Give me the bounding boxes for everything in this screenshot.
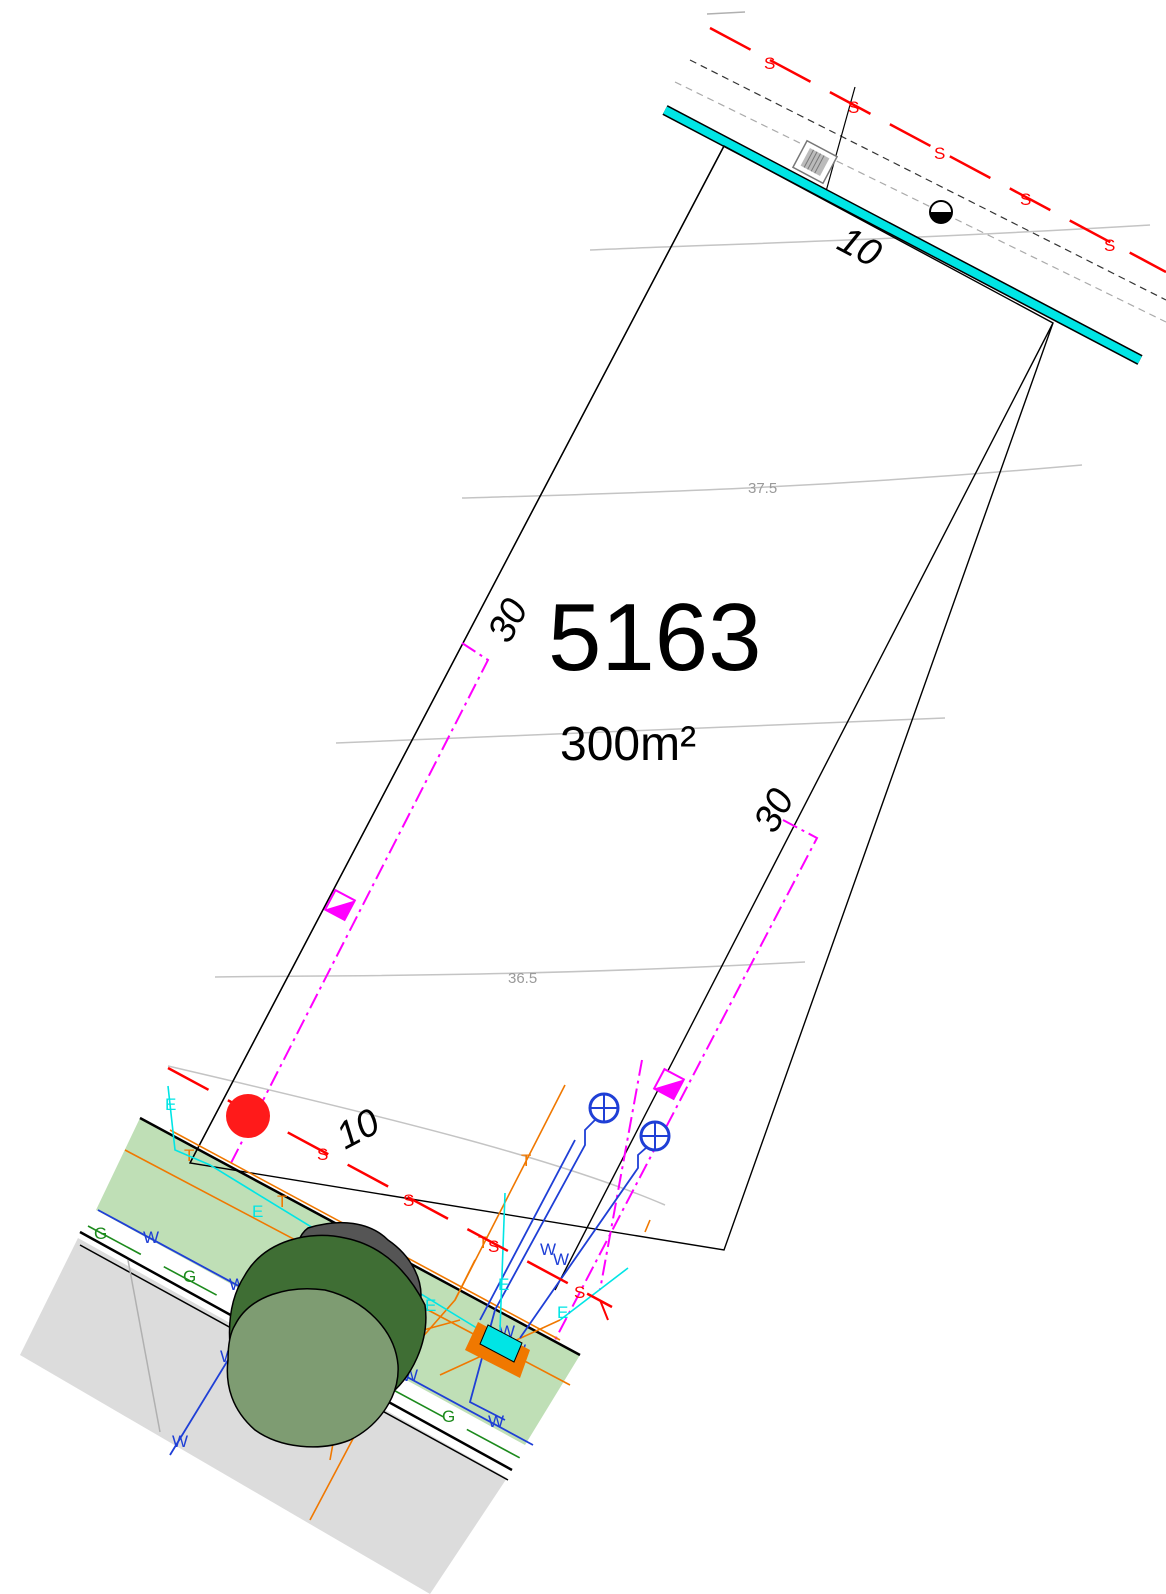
water-meter-icon [639,1120,671,1152]
sewer-code-label: S [574,1283,585,1302]
dimension-rear: 10 [330,1101,387,1158]
electric-code-label: E [498,1275,509,1294]
lot-area: 300m² [560,718,696,771]
dimension-right: 30 [746,782,803,839]
sewer-code-label: S [403,1191,414,1210]
grate-pit-icon [791,139,839,185]
easement-lines [229,642,819,1341]
sewer-code-label: S [934,144,945,163]
water-meter-icon [588,1092,620,1124]
electric-code-label: E [425,1296,436,1315]
easement-marker-icon [323,888,357,922]
contour-label: 37.5 [748,480,777,497]
gas-code-label: G [442,1407,455,1426]
gas-code-label: G [183,1267,196,1286]
contour-label: 36.5 [508,970,537,987]
lot-boundary-lines [189,145,1054,1291]
water-code-label: W [553,1250,569,1269]
sewer-stub [599,1299,609,1321]
tree-icon [226,1221,427,1448]
contour-lines [167,224,1151,1206]
sewer-code-label: S [488,1237,499,1256]
telecom-code-label: T [478,1233,488,1252]
sewer-labels-lower: S S S S [317,1145,585,1302]
sewer-code-label: S [764,54,775,73]
sewer-code-label: S [317,1145,328,1164]
sewer-line-upper [709,26,1166,274]
electric-code-label: E [252,1202,263,1221]
telecom-code-label: T [277,1192,287,1211]
gas-code-label: G [94,1224,107,1243]
sewer-code-label: S [1104,236,1115,255]
lot-boundary [188,145,1054,1251]
electric-code-label: E [557,1303,568,1322]
sewer-manhole-icon [226,1094,270,1138]
water-code-label: W [143,1228,159,1247]
easement-marker-icon [652,1067,686,1101]
water-code-label: W [488,1412,504,1431]
sewer-code-label: S [1020,190,1031,209]
telecom-code-label: T [521,1151,531,1170]
sewer-labels-upper: S S S S S [764,54,1115,255]
electric-code-label: E [165,1095,176,1114]
upper-road-lines [674,11,1166,323]
sewer-code-label: S [848,98,859,117]
lot-number: 5163 [548,584,762,691]
electric-band-upper-fill [663,106,1142,364]
service-pit [465,1322,530,1378]
half-filled-circle-icon [929,200,953,224]
dimension-left: 30 [480,592,537,649]
water-code-label: W [540,1240,556,1259]
water-code-label: W [172,1432,188,1451]
